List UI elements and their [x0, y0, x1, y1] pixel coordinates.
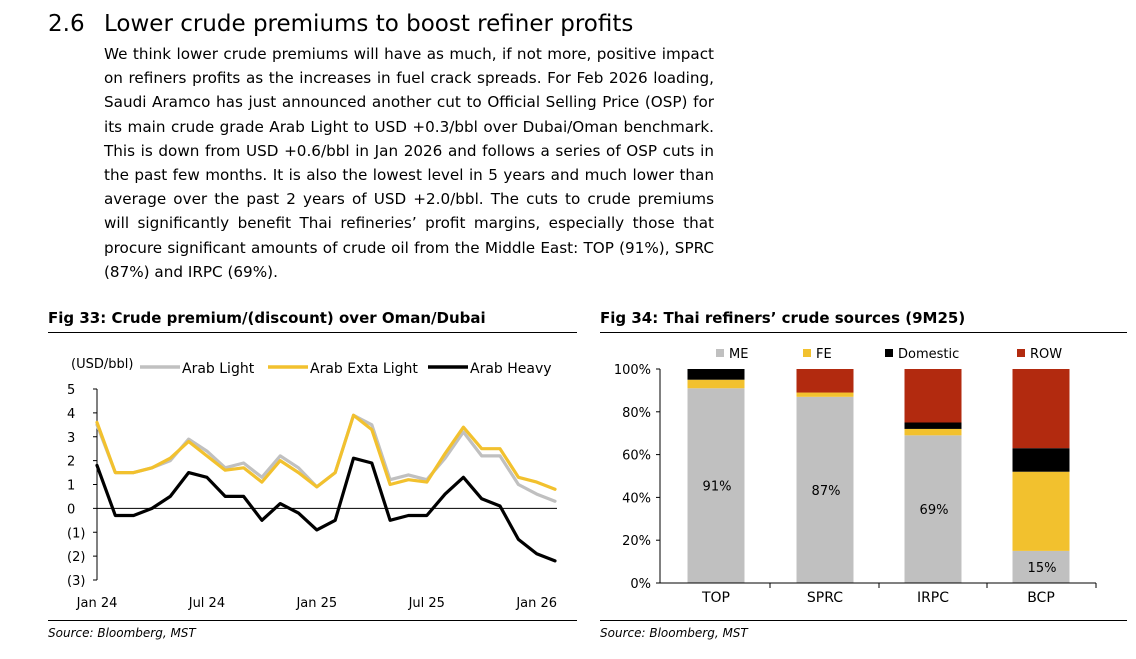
fig34-y-tick-label: 0% [630, 577, 651, 592]
fig33-series-line-2 [95, 456, 557, 563]
fig34-bar-sprc-me [796, 396, 854, 583]
section-heading: 2.6 Lower crude premiums to boost refiner… [48, 11, 633, 37]
fig33-x-tick-label: Jul 24 [188, 596, 225, 611]
fig34-category-label: IRPC [917, 590, 949, 606]
section-title: Lower crude premiums to boost refiner pr… [104, 11, 634, 37]
fig34-bar-top-domestic [687, 369, 745, 380]
fig33-y-tick-label: 1 [67, 479, 75, 494]
fig34-y-tick-label: 80% [622, 406, 651, 421]
body-paragraph: We think lower crude premiums will have … [104, 45, 714, 281]
fig33-legend-label: Arab Light [182, 361, 255, 377]
fig34-bar-irpc-domestic [904, 422, 962, 429]
fig34-me-data-label: 15% [1028, 561, 1057, 576]
fig33-y-tick-label: 2 [67, 455, 75, 470]
fig34-bar-irpc-row [904, 369, 962, 423]
fig34-me-data-label: 87% [812, 484, 841, 499]
fig34-me-data-label: 91% [703, 480, 732, 495]
fig34-bar-bcp-domestic [1012, 448, 1070, 472]
fig33-x-tick-label: Jan 24 [76, 596, 118, 611]
fig34-legend-label: ME [729, 347, 748, 362]
fig34-y-tick-label: 40% [622, 491, 651, 506]
fig33-x-tick-label: Jan 26 [515, 596, 557, 611]
fig34-bar-irpc-me [904, 435, 962, 583]
fig34-bar-irpc-fe [904, 428, 962, 436]
fig33-source: Source: Bloomberg, MST [48, 626, 196, 640]
fig33-legend-label: Arab Heavy [470, 361, 552, 377]
fig33-title: Fig 33: Crude premium/(discount) over Om… [48, 309, 486, 327]
fig33-series-line-1 [95, 413, 557, 491]
fig34-bar-top-fe [687, 379, 745, 389]
section-number: 2.6 [48, 11, 85, 37]
fig34-top-rule [600, 332, 1127, 333]
fig34-title: Fig 34: Thai refiners’ crude sources (9M… [600, 309, 966, 327]
fig33-y-tick-label: 4 [67, 407, 75, 422]
fig34-bar-bcp-row [1012, 369, 1070, 449]
fig33-y-tick-label: 3 [67, 431, 75, 446]
fig34-bottom-rule [600, 620, 1127, 621]
fig33-x-tick-label: Jan 25 [295, 596, 337, 611]
fig33-unit-label: (USD/bbl) [71, 357, 133, 372]
fig33-y-tick-label: (1) [67, 526, 85, 541]
fig34-legend-swatch [1017, 349, 1025, 357]
fig34-legend-label: FE [816, 347, 832, 362]
fig34-bar-bcp-fe [1012, 471, 1070, 551]
fig34-y-tick-label: 20% [622, 534, 651, 549]
fig34-legend-swatch [803, 349, 811, 357]
fig33-y-tick-label: 0 [67, 502, 75, 517]
fig34-y-tick-label: 60% [622, 449, 651, 464]
fig34-bar-sprc-row [796, 369, 854, 393]
fig34-legend-label: ROW [1030, 347, 1062, 362]
fig33-y-tick-label: 5 [67, 383, 75, 398]
fig33-series-line-0 [95, 413, 557, 503]
fig33-bottom-rule [48, 620, 577, 621]
fig33-y-tick-label: (2) [67, 550, 85, 565]
fig33-top-rule [48, 332, 577, 333]
fig34-category-label: SPRC [807, 590, 843, 606]
fig34-legend-label: Domestic [898, 347, 959, 362]
fig34-source: Source: Bloomberg, MST [600, 626, 748, 640]
fig34-bar-top-me [687, 388, 745, 583]
fig34-bar-sprc-fe [796, 392, 854, 397]
fig34-me-data-label: 69% [920, 503, 949, 518]
fig34-category-label: TOP [701, 590, 730, 606]
fig34-bar-bcp-me [1012, 550, 1070, 583]
fig33-y-tick-label: (3) [67, 574, 85, 589]
fig34-legend-swatch [885, 349, 893, 357]
fig33-x-tick-label: Jul 25 [408, 596, 445, 611]
fig33-legend-label: Arab Exta Light [310, 361, 418, 377]
fig34-category-label: BCP [1027, 590, 1055, 606]
fig34-y-tick-label: 100% [614, 363, 651, 378]
fig34-legend-swatch [716, 349, 724, 357]
